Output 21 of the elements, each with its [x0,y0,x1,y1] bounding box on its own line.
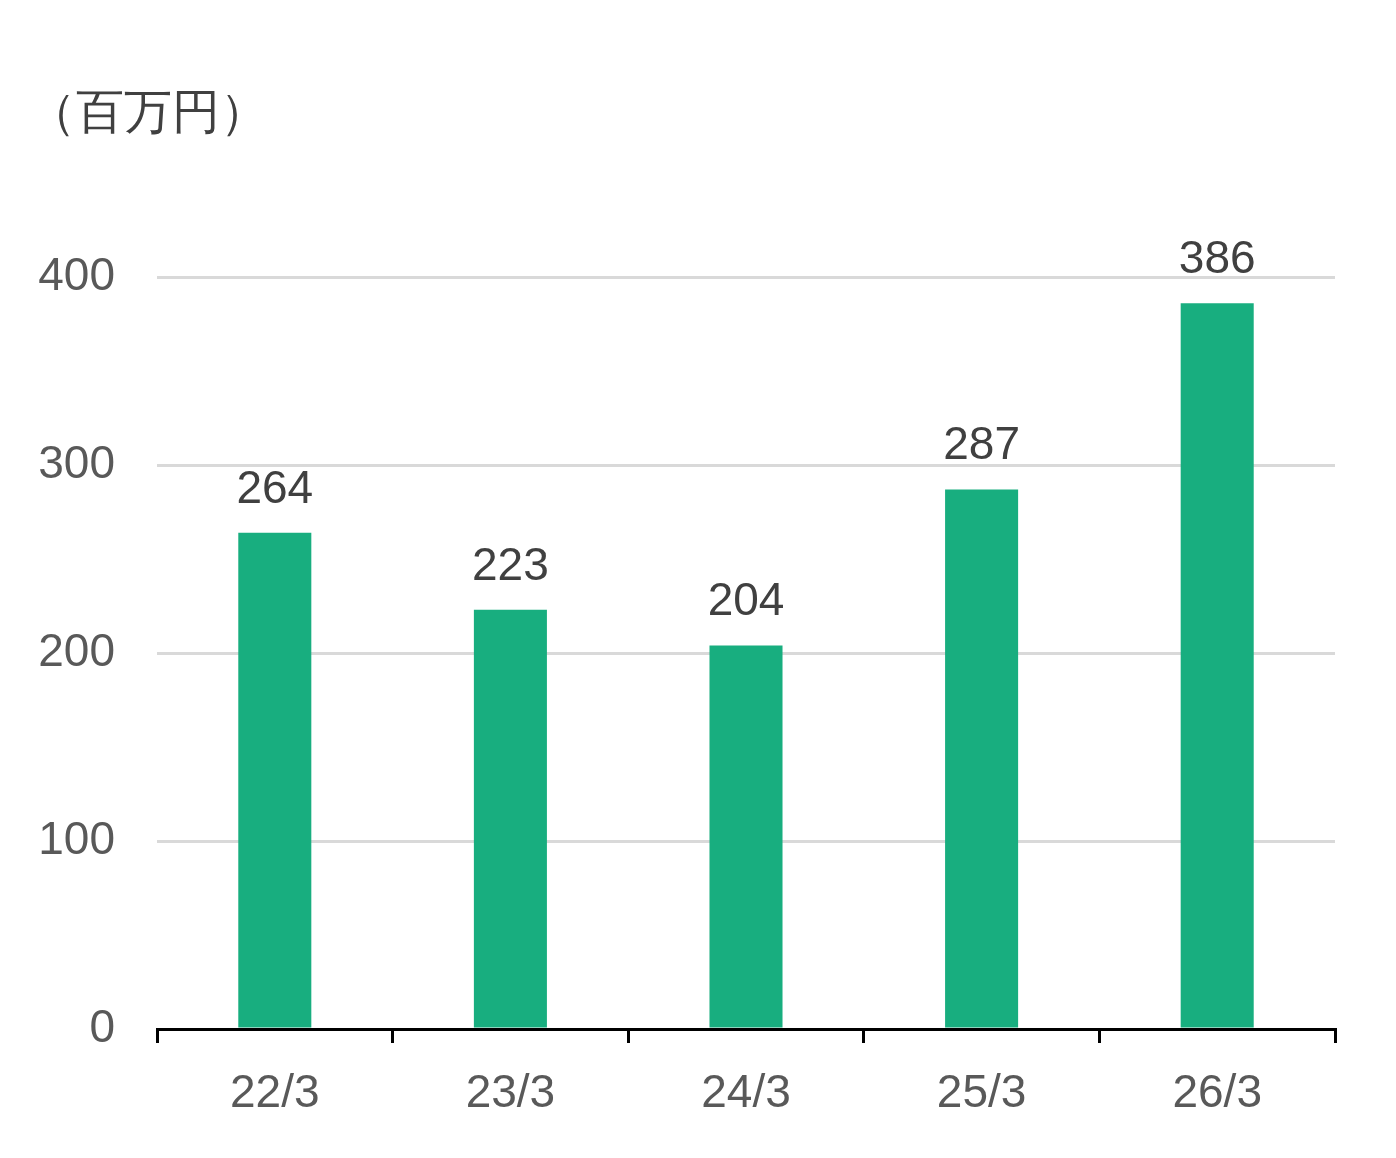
y-tick-label: 0 [89,999,115,1052]
y-axis-title: （百万円） [28,85,268,139]
bar [709,645,783,1028]
x-tick-label: 26/3 [1172,1065,1262,1118]
bar [238,532,312,1028]
data-label: 223 [472,537,549,590]
data-label: 264 [236,460,314,513]
x-tick-label: 25/3 [936,1065,1027,1118]
y-tick-label: 400 [38,247,115,300]
data-label: 287 [943,417,1020,470]
bar [1180,303,1254,1028]
bar [473,609,547,1028]
x-tick-label: 22/3 [230,1065,320,1118]
x-tick-label: 24/3 [701,1065,791,1118]
bar [945,489,1019,1028]
y-tick-label: 300 [38,435,115,488]
data-label: 386 [1178,231,1256,284]
y-tick-label: 100 [38,811,115,864]
x-tick-label: 23/3 [465,1065,556,1118]
data-label: 204 [707,573,785,626]
y-tick-label: 200 [38,623,115,676]
